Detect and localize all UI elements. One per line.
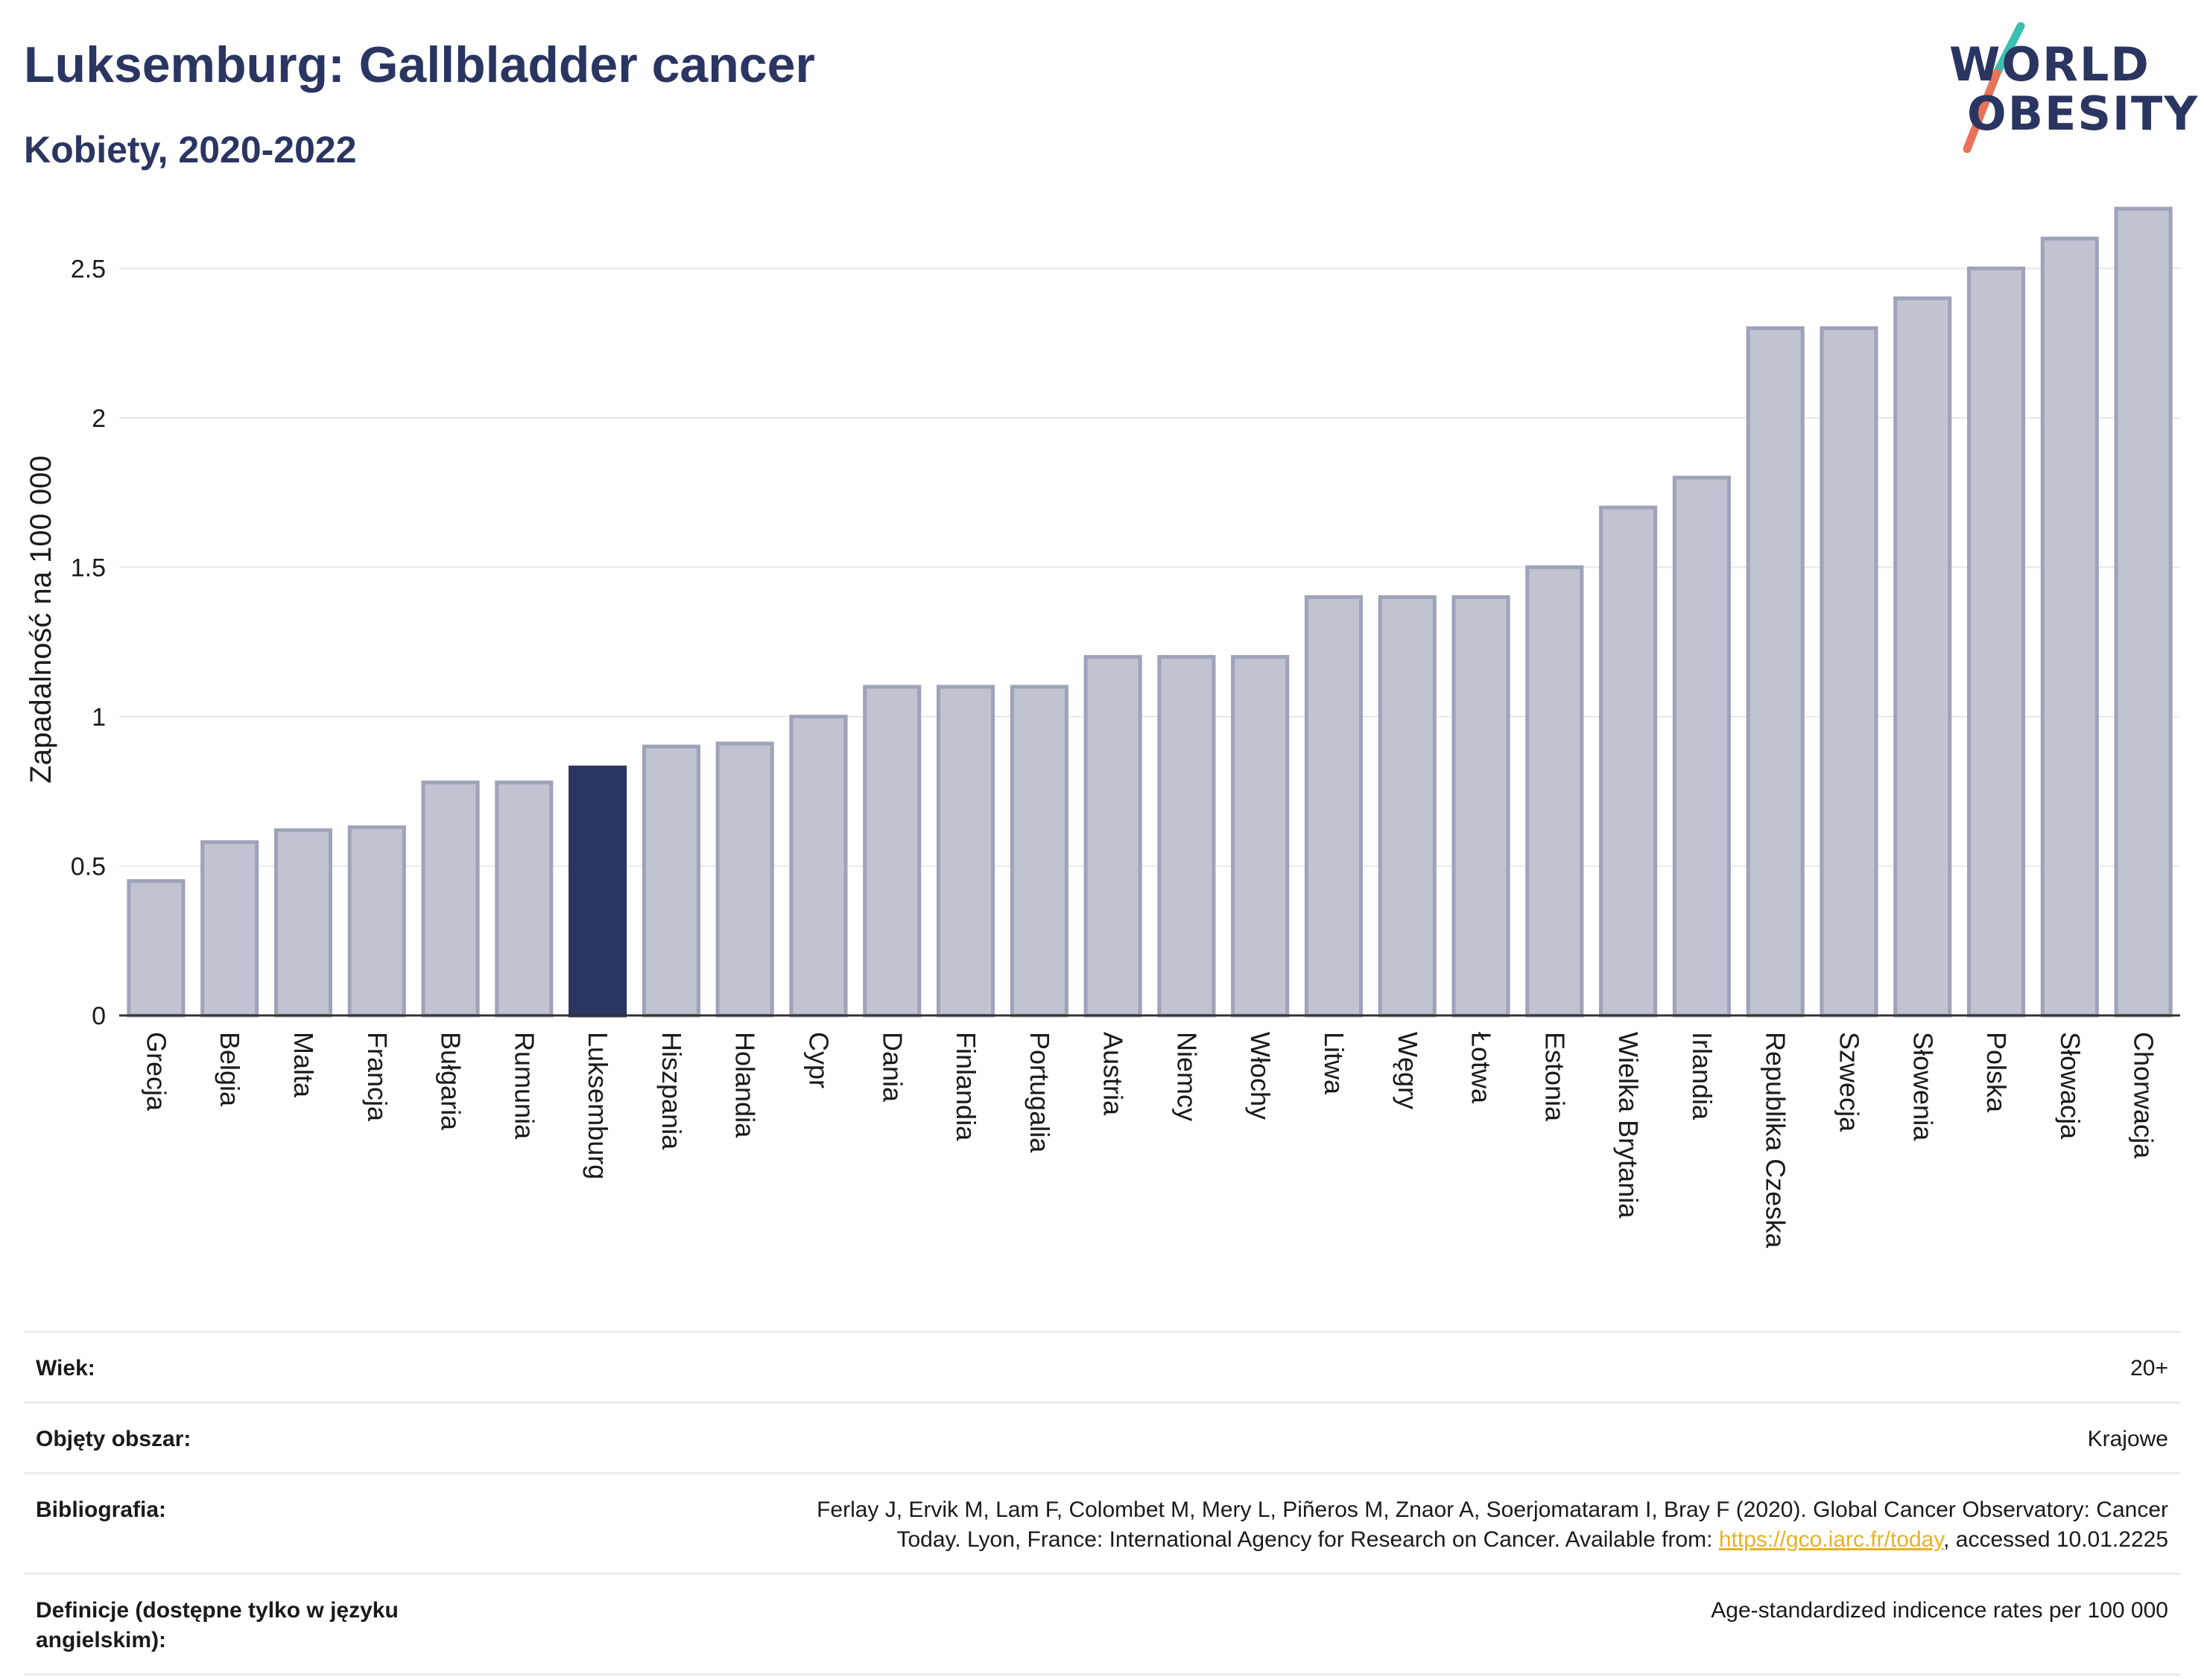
x-tick-label: Szwecja [1834, 1032, 1864, 1132]
x-tick-label: Portugalia [1025, 1032, 1055, 1153]
x-tick-label: Holandia [730, 1032, 761, 1138]
x-tick-label: Dania [877, 1032, 908, 1103]
info-row-age: Wiek: 20+ [24, 1331, 2180, 1404]
bar-19 [1451, 595, 1510, 1018]
x-tick-label: Republika Czeska [1761, 1032, 1791, 1249]
x-tick-label: Włochy [1245, 1032, 1276, 1120]
y-tick-label: 2 [92, 405, 106, 433]
bibliography-line2: Today. Lyon, France: International Agenc… [896, 1527, 1719, 1552]
x-tick-label: Węgry [1393, 1032, 1423, 1109]
x-tick-label: Polska [1981, 1032, 2012, 1113]
info-key: Bibliografia: [24, 1472, 495, 1575]
bar-22 [1672, 475, 1731, 1018]
bar-18 [1378, 595, 1437, 1018]
info-value: 20+ [495, 1331, 2180, 1404]
info-value: Krajowe [495, 1401, 2180, 1474]
y-tick-label: 2.5 [71, 255, 106, 283]
bar-6 [495, 780, 554, 1018]
x-tick-label: Belgia [215, 1032, 245, 1107]
x-tick-label: Niemcy [1171, 1032, 1202, 1121]
info-key: Objęty obszar: [24, 1401, 495, 1474]
bar-28 [2114, 206, 2173, 1018]
bar-26 [1966, 266, 2026, 1018]
bar-24 [1820, 326, 1878, 1018]
x-tick-label: Łotwa [1466, 1032, 1497, 1104]
info-table: Wiek: 20+ Objęty obszar: Krajowe Bibliog… [24, 1331, 2180, 1676]
bar-3 [273, 828, 333, 1018]
bar-1 [127, 879, 186, 1018]
x-tick-label: Słowacja [2055, 1032, 2086, 1140]
page-title: Luksemburg: Gallbladder cancer [24, 37, 815, 93]
bar-2 [200, 840, 259, 1018]
y-tick-label: 0.5 [71, 852, 106, 881]
bar-10 [789, 714, 848, 1018]
bar-13 [1010, 685, 1068, 1018]
bar-chart: 0 0.5 1 1.5 2 2.5 Zapadalność na 100 000 Grecja… [25, 206, 2180, 1249]
logo-slash-icon [1963, 22, 2025, 153]
bibliography-line1: Ferlay J, Ervik M, Lam F, Colombet M, Me… [817, 1497, 2168, 1522]
bar-7 [569, 765, 627, 1018]
info-row-definitions: Definicje (dostępne tylko w języku angie… [24, 1573, 2180, 1676]
bar-12 [936, 685, 995, 1018]
info-row-area: Objęty obszar: Krajowe [24, 1401, 2180, 1474]
bar-21 [1599, 505, 1658, 1018]
x-tick-label: Chorwacja [2129, 1032, 2159, 1159]
bar-15 [1157, 655, 1216, 1018]
x-tick-label: Luksemburg [583, 1032, 613, 1179]
x-tick-label: Austria [1098, 1032, 1129, 1116]
y-axis-label: Zapadalność na 100 000 [25, 455, 57, 783]
bar-25 [1893, 296, 1952, 1018]
info-row-bibliography: Bibliografia: Ferlay J, Ervik M, Lam F, … [24, 1472, 2180, 1575]
bar-17 [1304, 595, 1364, 1018]
y-tick-label: 1 [92, 703, 106, 732]
bar-5 [421, 780, 480, 1018]
bar-4 [347, 825, 406, 1018]
bar-23 [1746, 326, 1805, 1018]
x-tick-label: Hiszpania [656, 1032, 687, 1150]
world-obesity-logo: WORLD OBESITY [1937, 22, 2197, 164]
x-tick-label: Grecja [141, 1032, 171, 1112]
x-tick-label: Estonia [1539, 1032, 1570, 1122]
bar-20 [1525, 565, 1584, 1018]
source-link[interactable]: https://gco.iarc.fr/today [1718, 1527, 1944, 1552]
bar-16 [1231, 655, 1290, 1018]
x-tick-label: Finlandia [951, 1032, 981, 1141]
x-tick-label: Cypr [803, 1032, 834, 1088]
bibliography-accessed: , accessed 10.01.2225 [1943, 1527, 2168, 1552]
x-tick-label: Litwa [1319, 1032, 1349, 1095]
x-tick-label: Wielka Brytania [1613, 1032, 1644, 1219]
x-tick-label: Rumunia [509, 1032, 539, 1140]
info-value: Ferlay J, Ervik M, Lam F, Colombet M, Me… [495, 1472, 2180, 1575]
bar-14 [1083, 655, 1142, 1018]
info-key: Definicje (dostępne tylko w języku angie… [24, 1573, 495, 1676]
logo-line1: WORLD [1949, 37, 2150, 92]
bar-27 [2040, 236, 2099, 1018]
x-tick-label: Irlandia [1687, 1032, 1717, 1120]
x-tick-label: Francja [362, 1032, 393, 1122]
logo-line2: OBESITY [1967, 86, 2200, 141]
info-value: Age-standardized indicence rates per 100… [495, 1573, 2180, 1676]
x-tick-label: Bułgaria [436, 1032, 466, 1131]
page-subtitle: Kobiety, 2020-2022 [24, 129, 357, 171]
bar-8 [642, 744, 700, 1018]
bar-9 [715, 741, 774, 1018]
y-tick-label: 1.5 [71, 554, 106, 582]
info-key: Wiek: [24, 1331, 495, 1404]
bar-11 [863, 685, 922, 1018]
y-tick-label: 0 [92, 1002, 106, 1030]
x-tick-label: Malta [288, 1032, 319, 1098]
x-tick-label: Słowenia [1907, 1032, 1938, 1141]
